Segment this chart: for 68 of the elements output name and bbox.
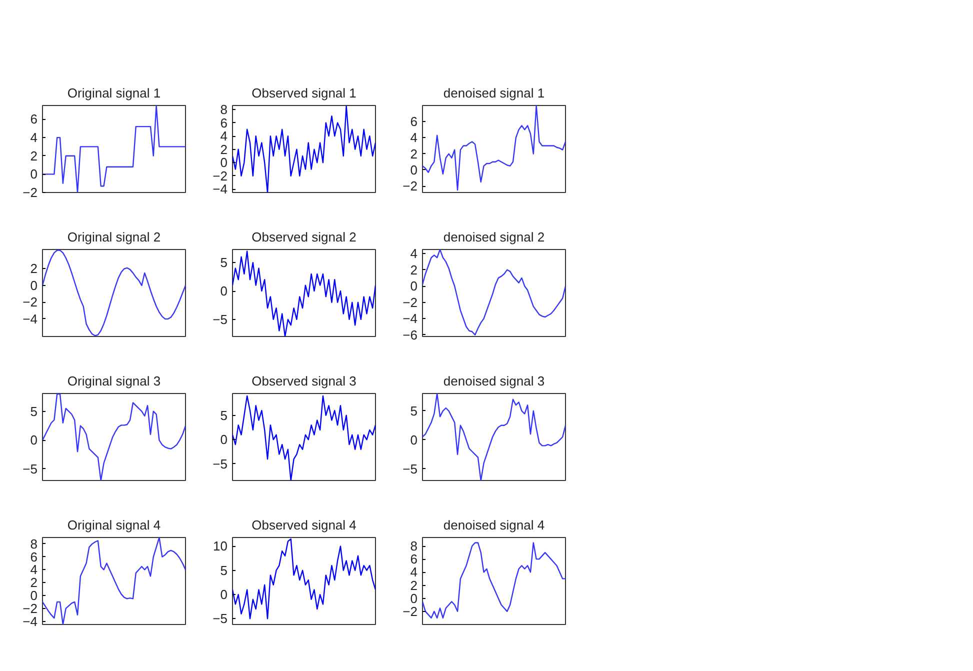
y-tick-label: 6 [30, 112, 38, 127]
y-tick-label: −5 [402, 461, 418, 476]
y-tick-label: 2 [410, 578, 418, 593]
y-tick-label: 0 [220, 432, 228, 448]
chart-title: Observed signal 2 [252, 230, 356, 244]
y-tick-label: −4 [212, 182, 228, 197]
y-tick-label: −5 [212, 312, 228, 327]
chart-title: Observed signal 3 [252, 374, 356, 388]
y-tick-label: 5 [30, 404, 38, 419]
y-tick-label: 0 [410, 590, 418, 606]
y-tick-label: −5 [212, 456, 228, 472]
chart-title: denoised signal 1 [443, 86, 545, 100]
y-tick-label: −6 [402, 327, 418, 342]
y-tick-label: 4 [30, 562, 38, 578]
y-tick-label: 8 [410, 538, 418, 554]
y-tick-label: −2 [402, 178, 418, 194]
y-tick-label: 2 [30, 261, 38, 276]
y-tick-label: 6 [410, 552, 418, 567]
y-tick-label: −2 [22, 294, 38, 310]
y-tick-label: 0 [30, 588, 38, 603]
y-tick-label: −5 [212, 611, 228, 626]
y-tick-label: 4 [220, 128, 228, 144]
y-tick-label: 2 [30, 575, 38, 590]
y-tick-label: −4 [22, 614, 38, 629]
y-tick-label: 6 [220, 115, 228, 130]
chart-title: denoised signal 3 [443, 374, 545, 388]
y-tick-label: 0 [220, 155, 228, 170]
y-tick-label: 0 [410, 278, 418, 294]
y-tick-label: 0 [410, 432, 418, 448]
y-tick-label: 6 [30, 549, 38, 564]
y-tick-label: 4 [410, 130, 418, 146]
chart-title: Observed signal 4 [252, 518, 356, 532]
y-tick-label: 8 [220, 102, 228, 117]
y-tick-label: −2 [22, 185, 38, 200]
y-tick-label: 5 [220, 255, 228, 270]
y-tick-label: 5 [220, 562, 228, 578]
chart-title: Observed signal 1 [252, 86, 356, 100]
y-tick-label: −2 [402, 294, 418, 310]
y-tick-label: 8 [30, 536, 38, 552]
y-tick-label: 0 [30, 432, 38, 448]
y-tick-label: 4 [410, 564, 418, 580]
chart-title: Original signal 1 [67, 86, 161, 100]
chart-title: Original signal 3 [67, 374, 161, 388]
y-tick-label: −2 [402, 604, 418, 619]
y-tick-label: 2 [30, 148, 38, 164]
y-tick-label: −5 [22, 461, 38, 476]
y-tick-label: 0 [220, 587, 228, 602]
y-tick-label: 2 [220, 142, 228, 157]
chart-title: denoised signal 2 [443, 230, 545, 244]
y-tick-label: 0 [410, 162, 418, 178]
y-tick-label: −2 [22, 600, 38, 616]
y-tick-label: 2 [410, 146, 418, 162]
y-tick-label: 2 [410, 262, 418, 278]
y-tick-label: 0 [30, 278, 38, 293]
y-tick-label: 6 [410, 114, 418, 130]
y-tick-label: 10 [213, 538, 228, 554]
y-tick-label: 4 [410, 246, 418, 262]
y-tick-label: 5 [410, 403, 418, 418]
y-tick-label: 0 [220, 284, 228, 299]
y-tick-label: −2 [212, 168, 228, 184]
y-tick-label: 5 [220, 408, 228, 423]
y-tick-label: −4 [22, 311, 38, 326]
y-tick-label: 0 [30, 166, 38, 182]
chart-title: Original signal 2 [67, 230, 161, 244]
y-tick-label: −4 [402, 311, 418, 326]
chart-title: denoised signal 4 [443, 518, 545, 532]
y-tick-label: 4 [30, 130, 38, 146]
chart-title: Original signal 4 [67, 518, 161, 532]
